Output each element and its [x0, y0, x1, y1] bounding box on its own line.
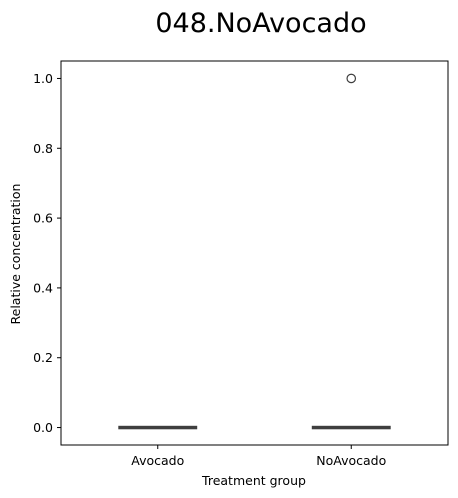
- y-tick-label: 0.2: [33, 350, 53, 365]
- plot-area: 0.0 0.2 0.4 0.6 0.8 1.0 Avocado NoAvocado: [33, 60, 449, 468]
- chart-title: 048.NoAvocado: [155, 8, 366, 39]
- y-axis-label: Relative concentration: [8, 184, 23, 325]
- y-tick-label: 1.0: [33, 71, 53, 86]
- plot-frame: [60, 60, 449, 446]
- y-tick-label: 0.0: [33, 420, 53, 435]
- x-axis-label: Treatment group: [201, 473, 306, 488]
- x-tick-label: Avocado: [131, 453, 184, 468]
- outlier-point: [346, 73, 357, 84]
- y-tick-label: 0.6: [33, 211, 53, 226]
- y-tick-label: 0.8: [33, 141, 53, 156]
- x-tick-label: NoAvocado: [316, 453, 386, 468]
- y-tick-label: 0.4: [33, 280, 53, 295]
